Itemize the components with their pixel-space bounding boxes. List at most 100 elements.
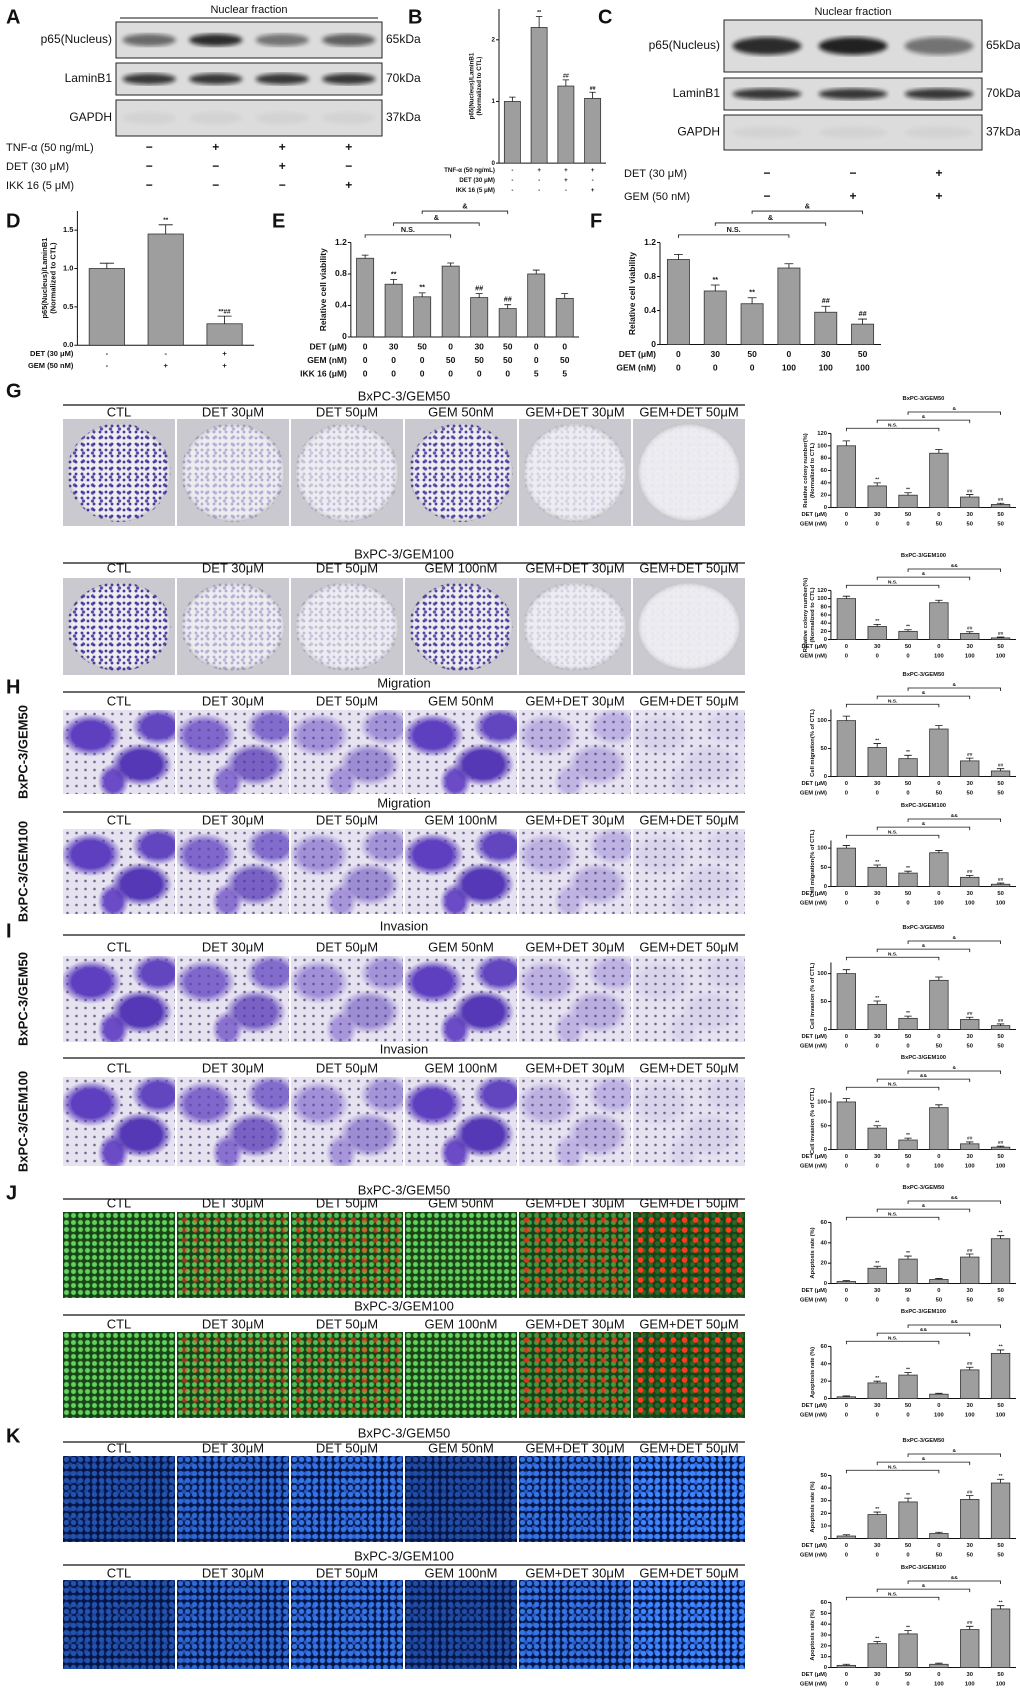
bracket-label: & [953,406,957,412]
treatment-cell: 100 [996,900,1006,906]
treatment-cell: - [538,177,540,184]
blot-row-label: p65(Nucleus) [41,32,112,46]
panel-letter: A [6,6,20,28]
treatment-cell: 0 [876,1163,879,1169]
y-tick-label: 0 [824,637,827,643]
comparison-bracket [907,1324,1001,1328]
error-bar [475,293,483,298]
micrograph [405,1212,517,1298]
column-label: GEM 50nM [428,404,494,419]
treatment-cell: 50 [967,521,973,527]
significance-mark: ** [391,269,397,278]
column-label: GEM+DET 50μM [639,812,738,827]
comparison-bracket [876,419,971,424]
treatment-cell: - [106,361,109,370]
treatment-cell: 50 [905,1288,911,1294]
error-bar [966,1495,974,1500]
error-bar [904,629,912,632]
bracket-label: N.S. [401,225,415,234]
y-axis-label: Relative colony number(%) [803,433,809,507]
bracket-label: N.S. [888,579,898,585]
panel-title: BxPC-3/GEM100 [354,546,454,561]
error-bar [842,1395,851,1397]
significance-mark: ** [875,995,879,1001]
comparison-bracket [845,703,940,708]
blot-band [732,126,802,139]
micrograph [405,1332,517,1418]
cell-clusters [63,710,175,794]
treatment-cell: 50 [905,1034,911,1040]
comparison-bracket [845,1340,940,1345]
error-bar [418,292,426,297]
cell-clusters [519,1077,631,1166]
y-tick-label: 60 [820,1344,826,1350]
column-label: GEM+DET 50μM [639,1316,738,1331]
error-bar [509,96,516,102]
treatment-cell: 50 [905,644,911,650]
y-axis-label: Apoptosis rate (%) [810,1609,816,1660]
treatment-cell: 0 [845,1288,848,1294]
apoptotic-cells [633,1212,745,1298]
column-label: GEM+DET 50μM [639,560,738,575]
treatment-cell: 30 [967,781,973,787]
treatment-cell: 0 [845,521,848,527]
y-tick-label: 0.8 [335,268,347,278]
treatment-cell: 50 [967,1043,973,1049]
colonies [67,423,171,522]
y-axis-label: (Normalized to CTL) [48,242,57,314]
error-bar [996,768,1005,771]
treatment-cell: 30 [874,1543,880,1549]
cell-clusters [519,710,631,794]
micrograph [633,1077,745,1166]
treatment-cell: 0 [845,1403,848,1409]
error-bar [935,1531,943,1534]
panel-letter: F [590,210,602,232]
colonies [523,423,627,522]
y-tick-label: 0 [824,774,827,780]
bar [867,1267,887,1284]
y-tick-label: 50 [820,746,826,752]
treatment-cell: 0 [845,1412,848,1418]
nuclei [291,1456,403,1542]
column-label: DET 30μM [202,404,264,419]
colonies [295,423,399,522]
error-bar [842,845,851,849]
micrograph [519,578,631,675]
comparison-bracket [907,1200,1001,1204]
column-label: GEM+DET 30μM [525,1440,624,1455]
blot-size-label: 37kDa [386,110,421,124]
blot-band [122,73,176,85]
significance-mark: ** [875,477,879,483]
treatment-cell: 0 [845,900,848,906]
error-bar [996,1478,1005,1484]
treatment-cell: 100 [934,1681,944,1687]
condition-sign: + [345,178,352,192]
bar [836,445,857,508]
bracket-label: && [951,1195,959,1201]
treatment-cell: 100 [965,653,975,659]
treatment-cell: 0 [906,1297,909,1303]
bar [777,267,801,345]
significance-mark: ## [967,1361,973,1367]
culture-dish [523,582,627,671]
treatment-cell: 30 [967,1543,973,1549]
bar [851,323,875,345]
cell-clusters [177,829,289,914]
bar [413,296,432,338]
micrograph [177,710,289,794]
y-axis-label: Cell migration(% of CTL) [810,709,816,777]
comparison-bracket [907,687,1001,691]
micrograph [63,1456,175,1542]
treatment-cell: - [592,177,594,184]
micrograph [291,1456,403,1542]
bracket-label: & [922,821,926,827]
micrograph [63,578,175,675]
condition-sign: − [146,178,153,192]
significance-mark: ## [967,1136,973,1142]
error-bar [904,1255,912,1260]
micrograph [291,1332,403,1418]
column-label: GEM 50nM [428,1440,494,1455]
y-tick-label: 30 [820,1498,826,1504]
treatment-cell: 100 [965,1412,975,1418]
y-axis-label: Relative colony number(%) [803,578,809,652]
